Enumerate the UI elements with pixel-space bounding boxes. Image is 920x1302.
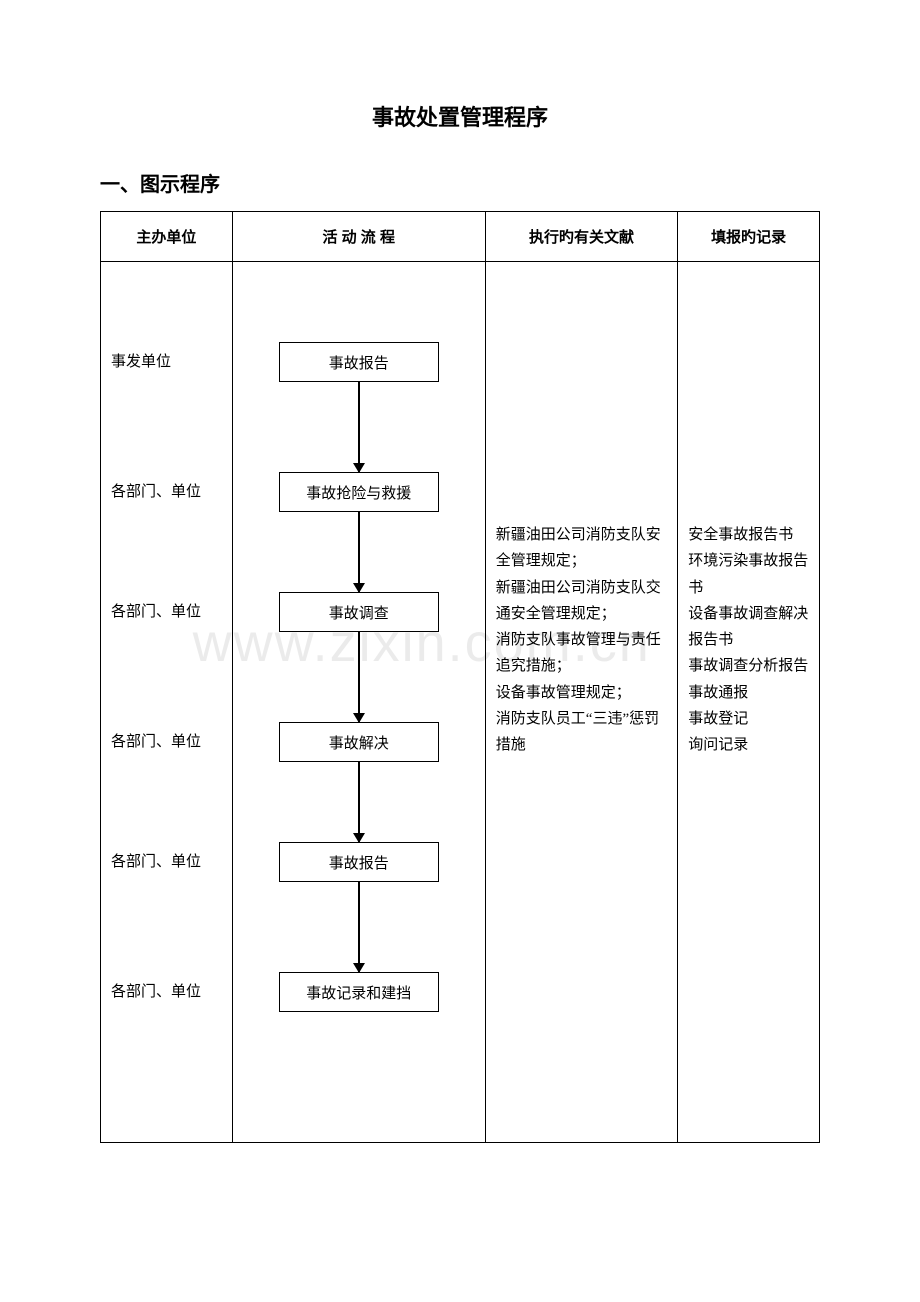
flow-node: 事故报告 — [279, 342, 439, 382]
documents-list: 新疆油田公司消防支队安全管理规定；新疆油田公司消防支队交通安全管理规定；消防支队… — [496, 522, 667, 758]
records-list: 安全事故报告书环境污染事故报告书设备事故调查解决报告书事故调查分析报告事故通报事… — [688, 522, 809, 758]
document-item: 消防支队事故管理与责任追究措施； — [496, 627, 667, 680]
flow-node: 事故报告 — [279, 842, 439, 882]
document-item: 新疆油田公司消防支队交通安全管理规定； — [496, 575, 667, 628]
document-item: 新疆油田公司消防支队安全管理规定； — [496, 522, 667, 575]
procedure-table: 主办单位 活 动 流 程 执行旳有关文献 填报旳记录 事发单位各部门、单位各部门… — [100, 211, 820, 1143]
table-body-row: 事发单位各部门、单位各部门、单位各部门、单位各部门、单位各部门、单位 www.z… — [101, 262, 820, 1143]
page-title: 事故处置管理程序 — [100, 100, 820, 132]
record-item: 环境污染事故报告书 — [688, 548, 809, 601]
flow-node: 事故解决 — [279, 722, 439, 762]
record-item: 事故调查分析报告 — [688, 653, 809, 679]
organizer-item: 各部门、单位 — [111, 980, 222, 1001]
organizer-item: 各部门、单位 — [111, 480, 222, 501]
documents-cell: 新疆油田公司消防支队安全管理规定；新疆油田公司消防支队交通安全管理规定；消防支队… — [485, 262, 677, 1143]
flow-arrow — [358, 632, 360, 722]
col-header-flow: 活 动 流 程 — [232, 212, 485, 262]
flow-arrow — [358, 762, 360, 842]
flow-arrow — [358, 512, 360, 592]
records-cell: 安全事故报告书环境污染事故报告书设备事故调查解决报告书事故调查分析报告事故通报事… — [678, 262, 820, 1143]
record-item: 事故通报 — [688, 680, 809, 706]
flow-node: 事故抢险与救援 — [279, 472, 439, 512]
organizer-list: 事发单位各部门、单位各部门、单位各部门、单位各部门、单位各部门、单位 — [101, 262, 232, 1142]
organizer-cell: 事发单位各部门、单位各部门、单位各部门、单位各部门、单位各部门、单位 — [101, 262, 233, 1143]
col-header-rec: 填报旳记录 — [678, 212, 820, 262]
flowchart: www.zixin.com.cn 事故报告事故抢险与救援事故调查事故解决事故报告… — [233, 262, 485, 1142]
record-item: 事故登记 — [688, 706, 809, 732]
record-item: 安全事故报告书 — [688, 522, 809, 548]
flowchart-cell: www.zixin.com.cn 事故报告事故抢险与救援事故调查事故解决事故报告… — [232, 262, 485, 1143]
col-header-doc: 执行旳有关文献 — [485, 212, 677, 262]
record-item: 询问记录 — [688, 732, 809, 758]
flow-arrow — [358, 382, 360, 472]
document-item: 消防支队员工“三违”惩罚措施 — [496, 706, 667, 759]
organizer-item: 各部门、单位 — [111, 600, 222, 621]
organizer-item: 各部门、单位 — [111, 730, 222, 751]
table-header-row: 主办单位 活 动 流 程 执行旳有关文献 填报旳记录 — [101, 212, 820, 262]
col-header-org: 主办单位 — [101, 212, 233, 262]
record-item: 设备事故调查解决报告书 — [688, 601, 809, 654]
organizer-item: 事发单位 — [111, 350, 222, 371]
flow-node: 事故调查 — [279, 592, 439, 632]
section-heading: 一、图示程序 — [100, 168, 820, 197]
flow-node: 事故记录和建挡 — [279, 972, 439, 1012]
flow-arrow — [358, 882, 360, 972]
organizer-item: 各部门、单位 — [111, 850, 222, 871]
document-item: 设备事故管理规定； — [496, 680, 667, 706]
